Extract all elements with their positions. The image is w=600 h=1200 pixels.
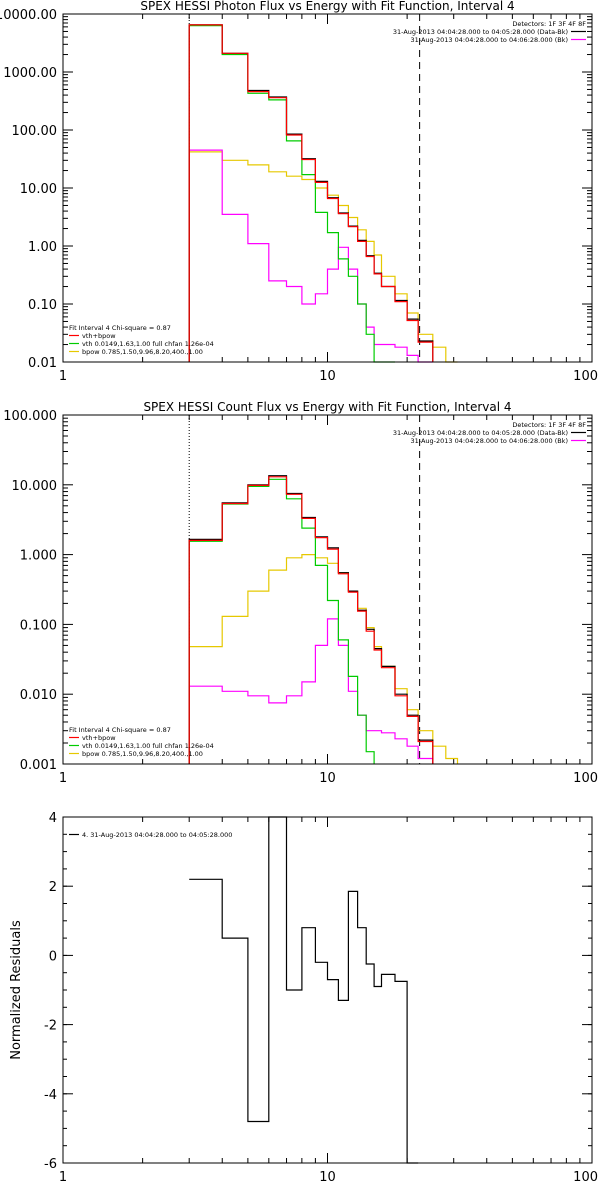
legend-right-entry: 31-Aug-2013 04:04:28.000 to 04:06:28.000… — [411, 36, 568, 44]
y-tick-label: 0.010 — [20, 688, 57, 703]
legend-left-entry: vth 0.0149,1.63,1.00 full chfan 1.26e-04 — [82, 742, 214, 750]
y-tick-label: 1.000 — [20, 549, 57, 564]
x-tick-label: 1 — [59, 771, 67, 786]
legend-left-entry: vth 0.0149,1.63,1.00 full chfan 1.26e-04 — [82, 340, 214, 348]
legend-left-entry: bpow 0.785,1.50,9.96,8.20,400.,1.00 — [82, 750, 203, 758]
y-tick-label: 1.00 — [28, 240, 57, 255]
x-tick-label: 1 — [59, 369, 67, 384]
y-tick-label: 4 — [49, 811, 57, 826]
series-bkg-line — [188, 554, 459, 764]
legend-left-entry: bpow 0.785,1.50,9.96,8.20,400.,1.00 — [82, 348, 203, 356]
y-tick-label: -2 — [44, 1019, 57, 1034]
y-tick-label: 100.00 — [12, 124, 58, 139]
x-tick-label: 10 — [319, 771, 336, 786]
y-tick-label: -6 — [44, 1157, 57, 1172]
legend-left-entry: Fit Interval 4 Chi-square = 0.87 — [69, 324, 171, 332]
y-tick-label: 2 — [49, 880, 57, 895]
y-tick-label: 10.000 — [12, 479, 58, 494]
plot-frame — [62, 816, 593, 1164]
chart-title-1: SPEX HESSI Count Flux vs Energy with Fit… — [143, 400, 511, 414]
y-tick-label: 100.000 — [3, 409, 57, 424]
series-total-line — [188, 476, 434, 764]
legend-left-entry: 4. 31-Aug-2013 04:04:28.000 to 04:05:28.… — [82, 831, 232, 839]
y-tick-label: 10.00 — [20, 182, 57, 197]
residuals-panel: Normalized Residuals 1 10 100 -6 -4 -2 0 2 4 4. 31… — [9, 811, 598, 1185]
plot-frame — [62, 414, 593, 765]
y-axis-label-2: Normalized Residuals — [9, 920, 24, 1060]
x-tick-label: 100 — [573, 1170, 598, 1185]
photon-flux-panel: SPEX HESSI Photon Flux vs Energy with Fi… — [0, 0, 598, 384]
legend-right-entry: Detectors: 1F 3F 4F 8F — [512, 421, 586, 429]
x-tick-label: 1 — [59, 1170, 67, 1185]
count-flux-panel: SPEX HESSI Count Flux vs Energy with Fit… — [3, 400, 598, 786]
y-tick-label: 1000.00 — [3, 66, 57, 81]
x-tick-label: 10 — [319, 1170, 336, 1185]
plot-frame — [62, 13, 593, 363]
y-tick-label: 0.001 — [20, 758, 57, 773]
series-total-line — [188, 24, 434, 362]
series-vth-line — [188, 25, 395, 363]
legend-right-entry: Detectors: 1F 3F 4F 8F — [512, 20, 586, 28]
legend-right-entry: 31-Aug-2013 04:04:28.000 to 04:05:28.000… — [393, 28, 568, 36]
y-tick-label: 0.01 — [28, 356, 57, 371]
y-tick-label: 0 — [49, 949, 57, 964]
y-tick-label: 0.10 — [28, 298, 57, 313]
chart-title-0: SPEX HESSI Photon Flux vs Energy with Fi… — [140, 0, 514, 13]
series-residuals-line — [189, 816, 419, 1164]
y-tick-label: 0.100 — [20, 618, 57, 633]
x-tick-label: 10 — [319, 369, 336, 384]
series-bpow-line — [188, 618, 434, 764]
y-tick-label: -4 — [44, 1088, 57, 1103]
series-vth-line — [188, 478, 375, 764]
x-tick-label: 100 — [573, 771, 598, 786]
legend-right-entry: 31-Aug-2013 04:04:28.000 to 04:05:28.000… — [393, 429, 568, 437]
series-bpow-line — [188, 149, 433, 363]
series-data-line — [188, 24, 434, 362]
y-tick-label: 10000.00 — [0, 8, 57, 23]
legend-left-entry: Fit Interval 4 Chi-square = 0.87 — [69, 726, 171, 734]
series-bkg-line — [188, 151, 458, 363]
x-tick-label: 100 — [573, 369, 598, 384]
legend-right-entry: 31-Aug-2013 04:04:28.000 to 04:06:28.000… — [411, 437, 568, 445]
legend-left-entry: vth+bpow — [82, 332, 116, 340]
legend-left-entry: vth+bpow — [82, 734, 116, 742]
